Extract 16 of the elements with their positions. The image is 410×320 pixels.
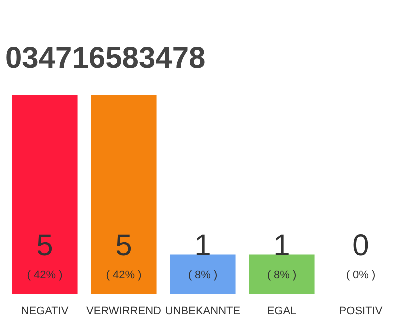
data-label: 0: [352, 229, 370, 262]
x-tick-label: POSITIV: [339, 306, 384, 318]
x-tick-label: VERWIRREND: [86, 306, 162, 318]
x-tick-label: EGAL: [267, 306, 297, 318]
x-tick-label: UNBEKANNTE: [165, 306, 241, 318]
data-label: 5: [36, 229, 54, 262]
annotation: ( 8% ): [188, 270, 218, 282]
annotation: ( 42% ): [27, 270, 63, 282]
data-label: 1: [274, 229, 290, 262]
chart-title: 034716583478: [6, 42, 206, 75]
x-tick-label: NEGATIV: [21, 306, 70, 318]
annotation: ( 42% ): [106, 270, 142, 282]
annotation: ( 0% ): [346, 270, 376, 282]
annotation: ( 8% ): [267, 270, 297, 282]
data-label: 5: [116, 229, 132, 262]
data-label: 1: [194, 229, 212, 262]
